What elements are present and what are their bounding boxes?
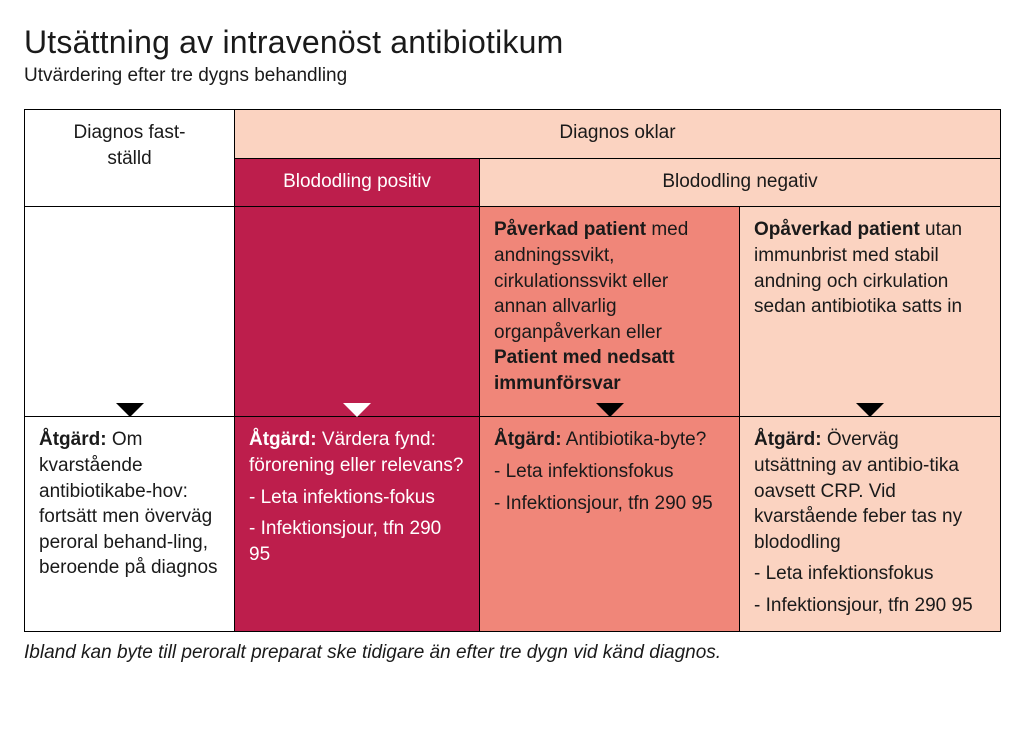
page-title: Utsättning av intravenöst antibiotikum (24, 24, 1000, 61)
hdr-blood-positive-label: Blododling positiv (283, 171, 431, 192)
desc-col3-bold: Opåverkad patient (754, 219, 920, 240)
action-col3: Åtgärd: Överväg utsättning av antibio-ti… (740, 417, 1001, 631)
action-col1-bullet1: - Leta infektions-fokus (249, 485, 465, 511)
action-col2-text: Antibiotika-byte? (562, 429, 707, 450)
desc-col3: Opåverkad patient utan immunbrist med st… (740, 207, 1001, 417)
hdr-diagnosis-established: Diagnos fast- ställd (25, 110, 235, 207)
hdr-diagnosis-unclear: Diagnos oklar (235, 110, 1001, 159)
page-subtitle: Utvärdering efter tre dygns behandling (24, 65, 1000, 87)
action-col2-bullet2: - Infektionsjour, tfn 290 95 (494, 491, 725, 517)
action-col0: Åtgärd: Om kvarstående antibiotikabe-hov… (25, 417, 235, 631)
action-col3-bullet2: - Infektionsjour, tfn 290 95 (754, 593, 986, 619)
decision-table: Diagnos fast- ställd Diagnos oklar Blodo… (24, 109, 1001, 632)
footnote: Ibland kan byte till peroralt preparat s… (24, 642, 1000, 664)
action-col2-bullet1: - Leta infektionsfokus (494, 459, 725, 485)
desc-col1 (235, 207, 480, 417)
action-col2: Åtgärd: Antibiotika-byte? - Leta infekti… (480, 417, 740, 631)
action-label: Åtgärd: (39, 429, 107, 450)
action-label: Åtgärd: (249, 429, 317, 450)
hdr-blood-negative-label: Blododling negativ (662, 171, 817, 192)
desc-col0 (25, 207, 235, 417)
hdr-diagnosis-established-label: Diagnos fast- ställd (74, 122, 186, 169)
desc-col2-bold1: Påverkad patient (494, 219, 646, 240)
arrow-down-icon (596, 403, 624, 417)
action-label: Åtgärd: (494, 429, 562, 450)
action-label: Åtgärd: (754, 429, 822, 450)
action-col0-text: Om kvarstående antibiotikabe-hov: fortsä… (39, 429, 218, 578)
hdr-diagnosis-unclear-label: Diagnos oklar (559, 122, 675, 143)
desc-col2-bold2: Patient med nedsatt immunförsvar (494, 347, 675, 394)
arrow-down-icon (343, 403, 371, 417)
arrow-down-icon (116, 403, 144, 417)
arrow-down-icon (856, 403, 884, 417)
action-col1: Åtgärd: Värdera fynd: förorening eller r… (235, 417, 480, 631)
desc-col2: Påverkad patient med andningssvikt, cirk… (480, 207, 740, 417)
hdr-blood-positive: Blododling positiv (235, 158, 480, 207)
action-col3-bullet1: - Leta infektionsfokus (754, 561, 986, 587)
action-col1-bullet2: - Infektionsjour, tfn 290 95 (249, 516, 465, 567)
hdr-blood-negative: Blododling negativ (480, 158, 1001, 207)
